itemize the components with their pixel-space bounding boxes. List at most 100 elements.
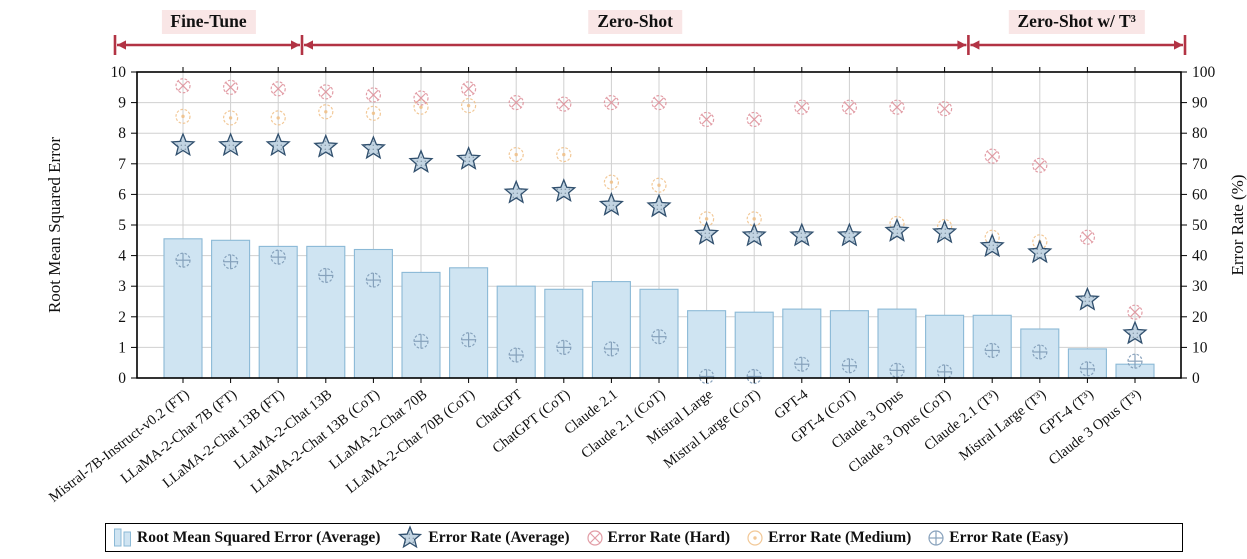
hard-marker (223, 79, 239, 95)
medium-marker (318, 104, 334, 120)
legend-label-error-hard: Error Rate (Hard) (607, 528, 731, 546)
star-marker (836, 222, 863, 247)
star-marker (789, 222, 815, 247)
x-category-label: Mistral Large (T³) (956, 386, 1049, 464)
easy-marker (984, 342, 1000, 359)
hard-marker (413, 90, 429, 106)
bar (544, 288, 584, 379)
y-left-tick-label: 6 (118, 186, 126, 203)
y-left-tick-label: 10 (111, 64, 127, 81)
medium-marker (508, 147, 524, 163)
y-right-tick-label: 60 (1192, 186, 1208, 203)
star-marker (313, 133, 339, 158)
easy-marker (1032, 344, 1048, 360)
chart-legend: Root Mean Squared Error (Average) Error … (105, 523, 1183, 552)
hard-marker (270, 81, 286, 97)
medium-marker (461, 98, 477, 114)
easy-marker (508, 347, 524, 363)
bar (734, 311, 774, 379)
easy-marker (175, 252, 191, 268)
hard-marker (1079, 229, 1096, 245)
y-right-tick-label: 30 (1192, 278, 1208, 295)
bar (258, 245, 298, 379)
star-marker (1027, 239, 1053, 264)
star-marker (551, 178, 577, 203)
star-marker (360, 135, 387, 160)
hard-marker (746, 111, 762, 128)
hard-marker (936, 101, 953, 117)
legend-item-error-medium: Error Rate (Medium) (746, 529, 911, 547)
hard-marker (461, 81, 477, 97)
section-label-2: Zero-Shot (588, 10, 682, 34)
legend-item-error-easy: Error Rate (Easy) (927, 529, 1068, 547)
medium-marker (175, 108, 191, 124)
star-marker (741, 222, 767, 247)
circle-dot-icon (747, 529, 763, 546)
x-category-label: Claude 2.1 (CoT) (578, 386, 668, 461)
star-marker (398, 524, 423, 548)
rmse-bars-icon (114, 528, 131, 546)
medium-marker (603, 174, 620, 190)
hard-marker (889, 99, 905, 115)
easy-marker (603, 341, 620, 357)
star-marker (1122, 320, 1148, 345)
legend-item-error-avg: Error Rate (Average) (396, 524, 570, 551)
bar (496, 285, 536, 379)
rmse-bars-icon (114, 528, 131, 546)
hard-marker (651, 94, 667, 111)
medium-marker (365, 105, 381, 121)
hard-marker (365, 87, 381, 103)
medium-marker (223, 110, 239, 126)
hard-marker (1127, 304, 1143, 320)
hard-marker (794, 99, 810, 115)
circle-plus-icon (928, 529, 944, 546)
medium-marker (747, 529, 763, 546)
bar (449, 267, 489, 379)
legend-item-error-hard: Error Rate (Hard) (586, 528, 731, 547)
medium-marker (270, 110, 286, 126)
medium-marker (651, 177, 667, 193)
y-left-tick-label: 9 (118, 95, 126, 112)
bar (687, 310, 727, 379)
star-marker (884, 217, 910, 242)
easy-marker (223, 254, 239, 270)
easy-marker (841, 358, 858, 374)
easy-marker (928, 529, 944, 546)
bar (401, 271, 441, 379)
section-label-3: Zero-Shot w/ T³ (1008, 10, 1145, 34)
hard-marker (508, 94, 524, 111)
bar (353, 248, 393, 379)
hard-marker (586, 529, 603, 546)
y-left-tick-label: 7 (118, 156, 126, 173)
star-marker (693, 220, 720, 245)
y-right-tick-label: 50 (1192, 217, 1208, 234)
hard-marker (698, 111, 715, 128)
easy-marker (365, 272, 381, 288)
y-right-tick-label: 70 (1192, 156, 1208, 173)
y-left-tick-label: 0 (118, 370, 126, 387)
star-marker (265, 132, 291, 157)
medium-marker (413, 99, 429, 115)
bar (591, 281, 631, 379)
y-left-tick-label: 3 (118, 278, 126, 295)
star-marker (1074, 286, 1101, 311)
y-right-tick-label: 40 (1192, 248, 1208, 265)
y-right-tick-label: 80 (1192, 125, 1208, 142)
star-icon (398, 524, 423, 548)
legend-label-error-easy: Error Rate (Easy) (949, 528, 1069, 546)
hard-marker (556, 96, 572, 112)
easy-marker (413, 333, 429, 349)
star-marker (598, 191, 625, 216)
easy-marker (556, 339, 572, 355)
y-left-tick-label: 5 (118, 217, 126, 234)
y-right-tick-label: 90 (1192, 95, 1208, 112)
hard-marker (984, 148, 1000, 164)
star-marker (455, 145, 482, 170)
circle-x-icon (586, 529, 603, 546)
hard-marker (841, 99, 858, 115)
hard-marker (603, 94, 620, 111)
section-label-1: Fine-Tune (161, 10, 256, 34)
hard-marker (1032, 157, 1048, 173)
